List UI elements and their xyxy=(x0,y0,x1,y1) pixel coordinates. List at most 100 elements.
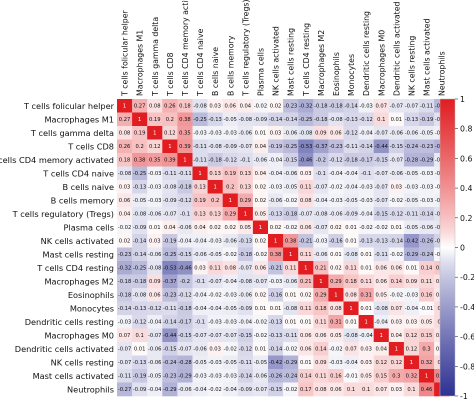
colorbar-tick-label: -1 xyxy=(460,392,468,401)
heatmap-cell xyxy=(328,355,344,370)
heatmap-cell xyxy=(283,301,299,316)
heatmap-cell xyxy=(268,328,284,343)
heatmap-cell xyxy=(192,193,208,208)
heatmap-cell xyxy=(373,139,390,154)
heatmap-cell xyxy=(268,207,284,221)
heatmap-cell xyxy=(283,180,299,194)
cell-value: -0.04 xyxy=(224,279,238,285)
heatmap-cell xyxy=(283,355,299,370)
cell-value: -0.02 xyxy=(118,225,131,231)
cell-value: -0.06 xyxy=(329,212,342,218)
heatmap-cell xyxy=(177,355,193,370)
cell-value: -0.07 xyxy=(254,387,267,393)
cell-value: -0.21 xyxy=(269,266,282,272)
cell-value: -0.05 xyxy=(133,198,146,204)
cell-value: -0.01 xyxy=(420,306,433,312)
heatmap-cell xyxy=(328,112,344,127)
heatmap-cell xyxy=(419,342,435,356)
cell-value: 0.11 xyxy=(421,279,433,285)
heatmap-cell xyxy=(162,369,178,383)
row-label: Monocytes xyxy=(70,303,114,313)
cell-value: -0.06 xyxy=(254,374,267,380)
cell-value: -0.03 xyxy=(224,320,237,326)
cell-value: 0.06 xyxy=(330,131,342,137)
heatmap-cell xyxy=(343,153,359,167)
cell-value: -0.05 xyxy=(224,306,237,312)
heatmap-cell xyxy=(192,112,208,127)
cell-value: 0.09 xyxy=(315,131,327,137)
heatmap-cell xyxy=(207,355,223,370)
column-label: T cells CD8 xyxy=(166,52,175,97)
cell-value: -0.06 xyxy=(390,171,403,177)
cell-value: -0.07 xyxy=(390,158,403,164)
heatmap-cell xyxy=(419,112,435,127)
column-label: Mast cells resting xyxy=(287,28,296,96)
heatmap-cell xyxy=(343,328,359,343)
heatmap-cell xyxy=(268,153,284,167)
cell-value: -0.04 xyxy=(344,185,358,191)
cell-value: -0.03 xyxy=(224,374,237,380)
cell-value: -0.11 xyxy=(178,171,191,177)
heatmap-cell xyxy=(283,99,299,113)
cell-value: -0.11 xyxy=(193,144,206,150)
heatmap-cell xyxy=(162,234,178,248)
cell-value: -0.03 xyxy=(314,239,327,245)
cell-value: -0.29 xyxy=(420,158,433,164)
cell-value: 0.11 xyxy=(300,252,312,258)
heatmap-cell xyxy=(147,369,163,383)
heatmap-cell xyxy=(147,247,163,262)
cell-value: -0.01 xyxy=(344,374,357,380)
cell-value: -0.07 xyxy=(208,333,221,339)
cell-value: -0.14 xyxy=(163,320,177,326)
cell-value: -0.29 xyxy=(178,374,191,380)
heatmap-cell xyxy=(207,261,223,275)
cell-value: 0.16 xyxy=(421,293,433,299)
heatmap-cell xyxy=(132,355,148,370)
cell-value: 0.15 xyxy=(421,333,433,339)
cell-value: -0.23 xyxy=(163,293,176,299)
heatmap-cell xyxy=(358,342,374,356)
heatmap-cell xyxy=(283,234,299,248)
cell-value: 1 xyxy=(198,171,201,177)
cell-value: 0.02 xyxy=(300,293,312,299)
heatmap-cell xyxy=(162,315,178,329)
cell-value: -0.04 xyxy=(269,171,283,177)
heatmap-cell xyxy=(222,288,239,302)
heatmap-cell xyxy=(373,382,390,397)
cell-value: 0.07 xyxy=(119,333,131,339)
cell-value: -0.18 xyxy=(133,279,146,285)
heatmap-cell xyxy=(147,328,163,343)
cell-value: -0.19 xyxy=(133,374,146,380)
cell-value: -0.18 xyxy=(239,252,252,258)
heatmap-cell xyxy=(298,139,314,154)
heatmap-cell xyxy=(162,166,178,181)
heatmap-cell xyxy=(252,153,269,167)
heatmap-cell xyxy=(117,139,133,154)
heatmap-cell xyxy=(132,288,148,302)
cell-value: -0.09 xyxy=(239,306,252,312)
cell-value: -0.18 xyxy=(284,212,297,218)
cell-value: 0.11 xyxy=(209,266,221,272)
heatmap-cell xyxy=(313,369,329,383)
cell-value: -0.04 xyxy=(344,171,358,177)
heatmap-cell xyxy=(268,382,284,397)
cell-value: -0.15 xyxy=(390,144,403,150)
cell-value: 0.02 xyxy=(330,225,342,231)
heatmap-cell xyxy=(192,99,208,113)
cell-value: -0.04 xyxy=(269,158,283,164)
cell-value: -0.02 xyxy=(254,320,267,326)
cell-value: -0.12 xyxy=(133,320,146,326)
cell-value: -0.13 xyxy=(133,306,146,312)
heatmap-cell xyxy=(283,328,299,343)
heatmap-cell xyxy=(207,247,223,262)
heatmap-cell xyxy=(373,288,390,302)
cell-value: 0.06 xyxy=(300,225,312,231)
cell-value: 0.29 xyxy=(240,198,252,204)
heatmap-cell xyxy=(132,166,148,181)
cell-value: -0.14 xyxy=(133,239,147,245)
heatmap-cell xyxy=(328,99,344,113)
cell-value: -0.42 xyxy=(269,360,282,366)
heatmap-cell xyxy=(252,247,269,262)
heatmap-cell xyxy=(343,369,359,383)
heatmap-cell xyxy=(192,274,208,289)
